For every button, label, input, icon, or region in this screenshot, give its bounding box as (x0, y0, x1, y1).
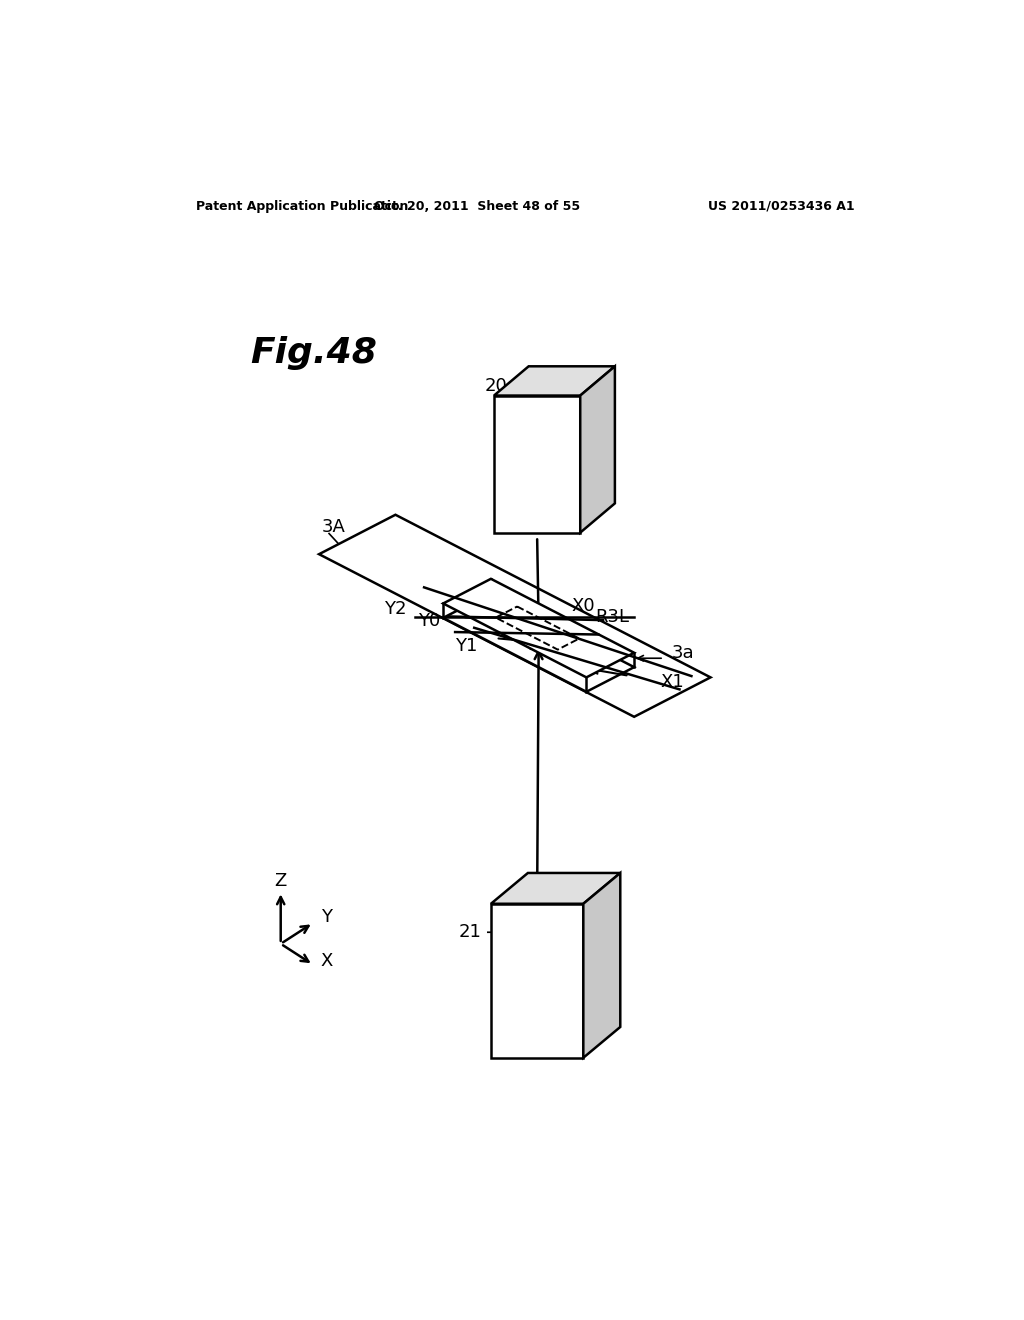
Text: Patent Application Publication: Patent Application Publication (196, 199, 409, 213)
Text: X1: X1 (660, 673, 684, 692)
Polygon shape (490, 873, 621, 904)
Text: Fig.48: Fig.48 (250, 335, 377, 370)
Text: 3A: 3A (322, 519, 345, 536)
Polygon shape (319, 515, 711, 717)
Polygon shape (443, 593, 634, 692)
Text: Y: Y (321, 908, 332, 925)
Polygon shape (494, 367, 614, 396)
Text: 21: 21 (459, 923, 481, 941)
Text: 20: 20 (485, 376, 508, 395)
Polygon shape (490, 904, 584, 1057)
Text: Z: Z (274, 871, 287, 890)
Text: Oct. 20, 2011  Sheet 48 of 55: Oct. 20, 2011 Sheet 48 of 55 (374, 199, 581, 213)
Polygon shape (584, 873, 621, 1057)
Text: Y0: Y0 (418, 611, 440, 630)
Text: X0: X0 (571, 597, 595, 615)
Text: Y1: Y1 (456, 636, 478, 655)
Polygon shape (443, 578, 634, 677)
Text: X: X (321, 952, 333, 970)
Text: R3L: R3L (595, 607, 629, 626)
Text: 3a: 3a (672, 644, 694, 663)
Polygon shape (494, 396, 581, 533)
Polygon shape (581, 367, 614, 533)
Text: US 2011/0253436 A1: US 2011/0253436 A1 (708, 199, 854, 213)
Text: Y2: Y2 (384, 599, 407, 618)
